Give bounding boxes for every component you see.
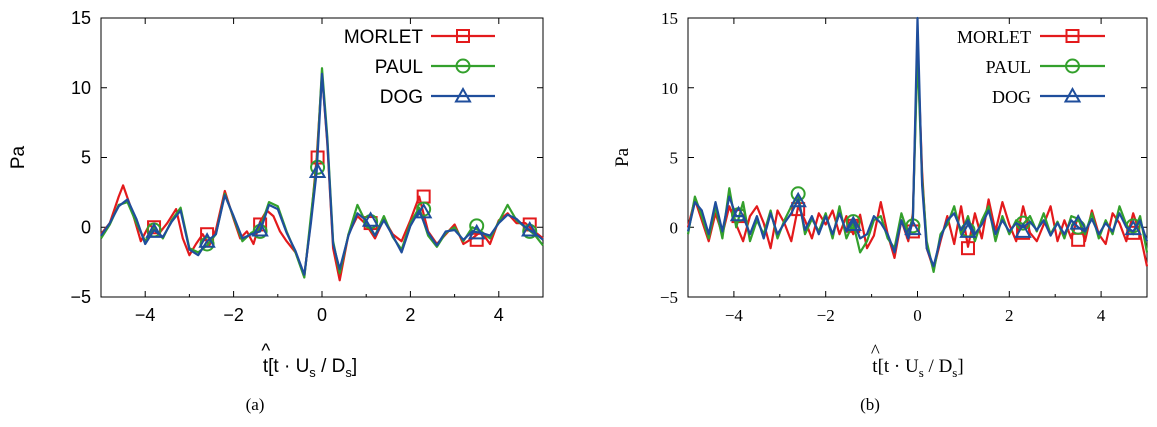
x-label-hat: ^ [871,341,880,362]
y-axis-label: Pa [8,145,29,169]
y-tick-label: −5 [70,287,91,307]
legend-label: DOG [380,87,423,108]
series-dog [100,72,544,276]
x-axis-label: t[t · Us / Ds] [263,356,357,380]
legend-marker-square [456,29,470,43]
y-tick-label: 0 [81,217,91,237]
legend-marker-triangle [1063,86,1082,103]
data-point-square [469,232,484,247]
data-point-triangle [251,220,269,237]
x-tick-label: 4 [494,305,504,325]
legend-label: MORLET [344,27,424,48]
y-tick-label: 0 [670,218,679,237]
data-point-triangle [959,222,977,238]
data-point-triangle [789,191,807,208]
series-paul [686,51,1149,273]
data-point-triangle [198,232,216,248]
x-label-mid: / D [924,356,953,377]
x-label-subscript: s [309,365,316,380]
data-point-triangle [904,219,922,236]
series-line-dog [686,16,1149,268]
data-point-circle [416,201,432,217]
data-point-circle [845,214,861,230]
y-axis-label: Pa [612,147,633,167]
legend-label: DOG [992,87,1031,107]
x-label-t: t [263,356,269,377]
x-label-mid: / D [316,356,346,377]
plot-frame [100,17,544,298]
data-point-triangle [467,223,486,240]
x-label-end: ] [352,356,357,377]
y-tick-label: −5 [660,288,678,307]
series-dog [686,16,1149,268]
data-point-triangle [1124,219,1142,236]
x-tick-label: 0 [317,305,327,325]
data-point-triangle [844,215,862,231]
legend-marker-triangle [454,86,472,103]
legend-label: PAUL [375,57,423,78]
x-tick-label: −2 [817,306,835,325]
data-point-triangle [729,205,748,222]
x-tick-label: 0 [913,306,922,325]
x-label-t: t [872,356,878,377]
panel-caption: (a) [246,395,265,414]
data-point-triangle [414,202,433,219]
x-label-subscript: s [345,365,352,380]
x-tick-label: 2 [1005,306,1014,325]
x-label-subscript: s [919,365,924,380]
data-point-triangle [1069,214,1087,230]
data-point-triangle [1014,222,1032,238]
x-axis-label: t[t · Us / Ds] [872,356,963,380]
legend-label: MORLET [957,27,1031,47]
x-label-end: ] [957,356,963,377]
panel-caption: (b) [860,395,880,414]
y-tick-label: 5 [81,148,91,168]
data-point-triangle [521,220,539,237]
y-tick-label: 10 [661,79,678,98]
x-tick-label: 4 [1097,306,1106,325]
legend-marker-circle [1065,58,1080,74]
data-point-triangle [145,222,163,238]
x-tick-label: 2 [405,305,415,325]
x-tick-label: −2 [223,305,244,325]
x-tick-label: −4 [725,306,744,325]
y-tick-label: 5 [670,149,679,168]
series-line-dog [100,72,544,276]
x-label-main: [t · U [878,356,919,377]
x-tick-label: −4 [135,305,156,325]
x-label-main: [t · U [268,356,309,377]
legend-marker-square [1065,29,1080,43]
y-tick-label: 15 [661,9,678,28]
data-point-triangle [308,162,327,178]
x-label-hat: ^ [261,341,270,362]
x-label-subscript: s [952,365,957,380]
data-point-triangle [361,211,380,227]
y-tick-label: 15 [71,8,91,28]
series-line-paul [686,51,1149,273]
y-tick-label: 10 [71,78,91,98]
legend-label: PAUL [986,57,1031,77]
legend-marker-circle [455,58,471,74]
data-point-square [960,241,975,256]
